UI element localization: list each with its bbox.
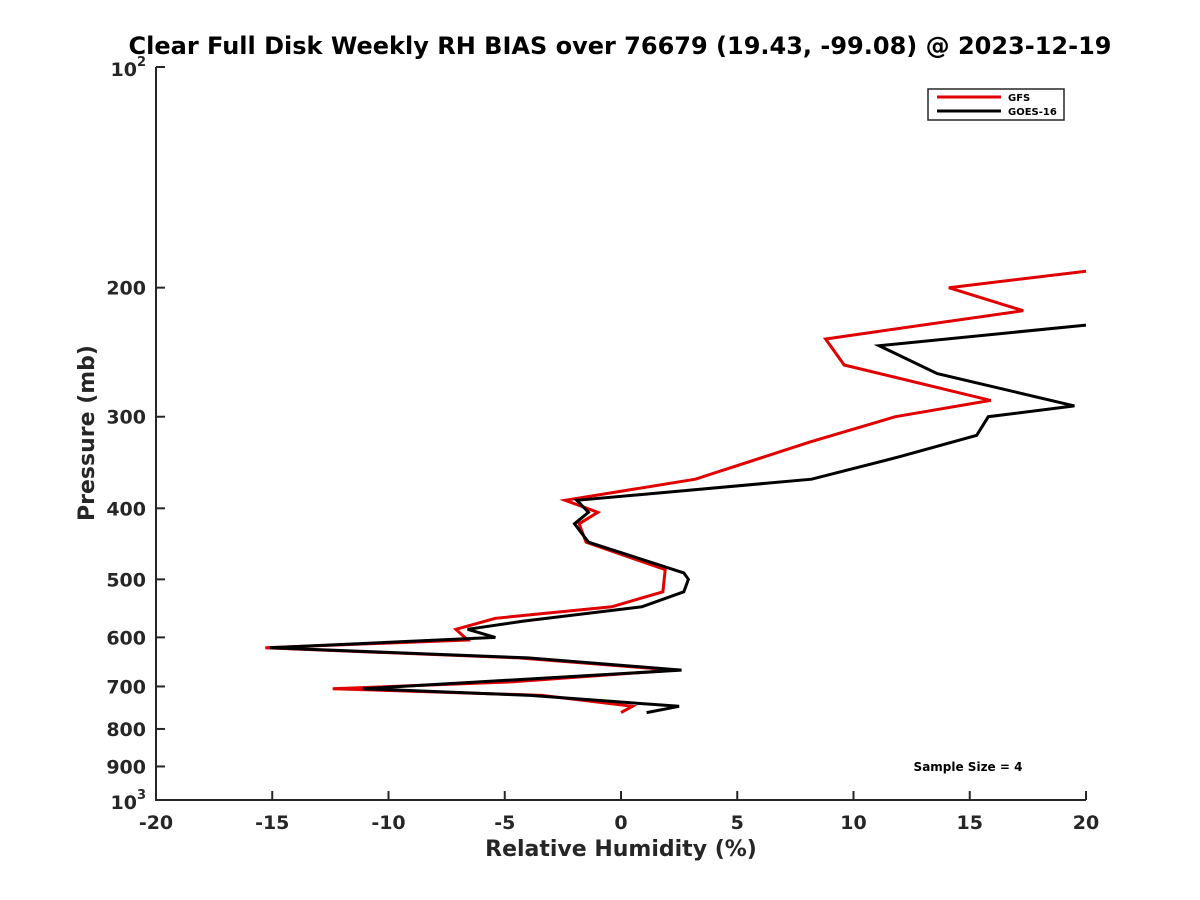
x-tick-label: -5	[494, 812, 515, 834]
legend-label-gfs: GFS	[1008, 93, 1030, 104]
y-tick-label: 400	[106, 498, 146, 520]
x-tick-label: -10	[371, 812, 405, 834]
legend-box	[927, 88, 1065, 121]
x-ticks: -20 -15 -10 -5 0 5 10 15 20	[139, 791, 1099, 834]
series-line-goes-16	[269, 323, 1087, 715]
x-tick-label: 20	[1073, 812, 1099, 834]
y-tick-label: 102	[111, 55, 147, 81]
y-tick-label: 600	[106, 627, 146, 649]
y-tick-label: 900	[106, 756, 146, 778]
x-tick-label: 5	[731, 812, 744, 834]
y-tick-label: 800	[106, 719, 146, 741]
y-tick-label: 103	[111, 788, 147, 814]
x-tick-label: 10	[840, 812, 866, 834]
y-tick-label: 700	[106, 676, 146, 698]
legend-label-goes-16: GOES-16	[1008, 107, 1057, 118]
y-tick-label: 200	[106, 278, 146, 300]
y-tick-label: 500	[106, 569, 146, 591]
x-axis-label: Relative Humidity (%)	[485, 837, 757, 862]
plot-axis-frame	[155, 67, 1086, 801]
y-axis-label: Pressure (mb)	[75, 345, 100, 521]
x-tick-label: 0	[614, 812, 627, 834]
y-ticks: 102 200 300 400 500 600 700 800 900 103	[106, 55, 165, 814]
y-tick-label: 300	[106, 407, 146, 429]
series-group	[265, 269, 1087, 715]
x-tick-label: -20	[139, 812, 173, 834]
sample-size-annotation: Sample Size = 4	[914, 760, 1023, 774]
axes	[155, 67, 1086, 801]
legend[interactable]: GFS GOES-16	[927, 88, 1065, 121]
x-tick-label: -15	[255, 812, 289, 834]
x-tick-label: 15	[957, 812, 983, 834]
chart-title: Clear Full Disk Weekly RH BIAS over 7667…	[129, 32, 1112, 60]
